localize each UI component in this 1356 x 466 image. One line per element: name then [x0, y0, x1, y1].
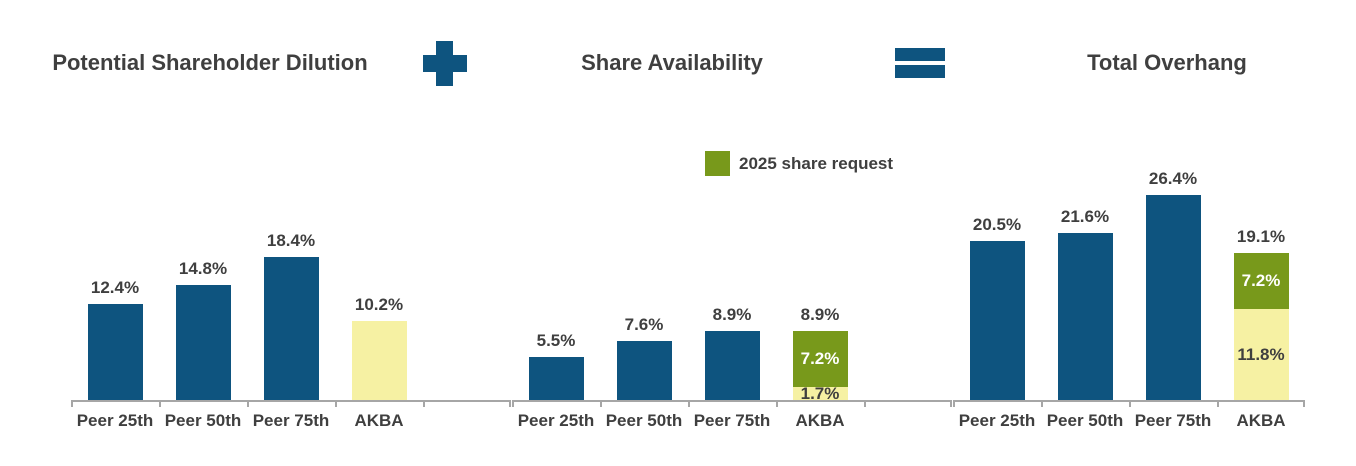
bar-total-label: 12.4%: [90, 277, 140, 297]
legend-label: 2025 share request: [739, 153, 894, 173]
bar-segment-yellow: 1.7%: [792, 383, 848, 403]
bar-total-label: 10.2%: [354, 294, 404, 314]
bar-segment-blue: [969, 241, 1025, 400]
segment-value-label: 7.2%: [800, 349, 840, 369]
bar-segment-yellow: [351, 320, 407, 400]
category-label: Peer 25th: [76, 411, 154, 430]
equals-icon: [895, 48, 945, 78]
section-title-share-availability: Share Availability: [581, 50, 763, 75]
x-axis-tick: [335, 400, 337, 407]
x-axis-tick: [509, 400, 511, 407]
equals-icon-top-bar: [895, 48, 945, 61]
category-label: Peer 50th: [605, 411, 683, 430]
category-label: Peer 75th: [1134, 411, 1212, 430]
bar-total-label: 8.9%: [800, 305, 840, 325]
bar-segment-blue: [1145, 195, 1201, 400]
category-label: Peer 25th: [517, 411, 595, 430]
bar-segment-blue: [87, 303, 143, 400]
category-label: Peer 75th: [252, 411, 330, 430]
x-axis-tick: [71, 400, 73, 407]
x-axis-tick: [1217, 400, 1219, 407]
x-axis-tick: [423, 400, 425, 407]
x-axis-line: [512, 400, 952, 402]
bar-segment-blue: [704, 331, 760, 400]
bar-segment-blue: [175, 285, 231, 400]
bar-total-label: 8.9%: [712, 305, 752, 325]
bar-segment-yellow: 11.8%: [1233, 308, 1289, 400]
category-label: AKBA: [354, 411, 404, 430]
equals-icon-bottom-bar: [895, 65, 945, 78]
x-axis-tick: [247, 400, 249, 407]
bar-total-label: 5.5%: [536, 331, 576, 351]
bar-total-label: 7.6%: [624, 315, 664, 335]
category-label: AKBA: [795, 411, 845, 430]
plus-icon-vertical-bar: [436, 41, 453, 86]
legend-swatch-2025-share-request: [705, 151, 730, 176]
category-label: Peer 75th: [693, 411, 771, 430]
bar-total-label: 20.5%: [972, 215, 1022, 235]
x-axis-tick: [864, 400, 866, 407]
x-axis-tick: [776, 400, 778, 407]
category-label: Peer 25th: [958, 411, 1036, 430]
x-axis-tick: [953, 400, 955, 407]
bar-segment-green: 7.2%: [1233, 252, 1289, 309]
bar-segment-blue: [528, 357, 584, 400]
plus-icon: [423, 41, 467, 86]
x-axis-tick: [512, 400, 514, 407]
category-label: AKBA: [1236, 411, 1286, 430]
x-axis-tick: [950, 400, 952, 407]
chart-total-overhang: 20.5% Peer 25th 21.6% Peer 50th 26.4% Peer 75…: [953, 0, 1305, 466]
x-axis-tick: [1303, 400, 1305, 407]
bar-segment-green: 7.2%: [792, 331, 848, 387]
x-axis-line: [71, 400, 511, 402]
bar-total-label: 18.4%: [266, 231, 316, 251]
bar-segment-blue: [1057, 232, 1113, 400]
bar-total-label: 14.8%: [178, 259, 228, 279]
chart-potential-shareholder-dilution: 12.4% Peer 25th 14.8% Peer 50th 18.4% Peer 75…: [71, 0, 511, 466]
segment-value-label: 1.7%: [800, 383, 840, 403]
segment-value-label: 7.2%: [1241, 271, 1281, 291]
segment-value-label: 11.8%: [1237, 344, 1285, 364]
section-title-total-overhang: Total Overhang: [1087, 50, 1247, 75]
x-axis-tick: [159, 400, 161, 407]
x-axis-tick: [1041, 400, 1043, 407]
legend: 2025 share request: [705, 151, 893, 176]
bar-total-label: 26.4%: [1148, 169, 1198, 189]
x-axis-tick: [1129, 400, 1131, 407]
chart-share-availability: 5.5% Peer 25th 7.6% Peer 50th 8.9% Peer 75th 1…: [512, 0, 952, 466]
bar-segment-blue: [263, 257, 319, 400]
category-label: Peer 50th: [1046, 411, 1124, 430]
bar-total-label: 21.6%: [1060, 206, 1110, 226]
bar-total-label: 19.1%: [1236, 226, 1286, 246]
x-axis-tick: [688, 400, 690, 407]
bar-segment-blue: [616, 341, 672, 400]
category-label: Peer 50th: [164, 411, 242, 430]
section-title-potential-shareholder-dilution: Potential Shareholder Dilution: [52, 50, 368, 75]
x-axis-tick: [600, 400, 602, 407]
